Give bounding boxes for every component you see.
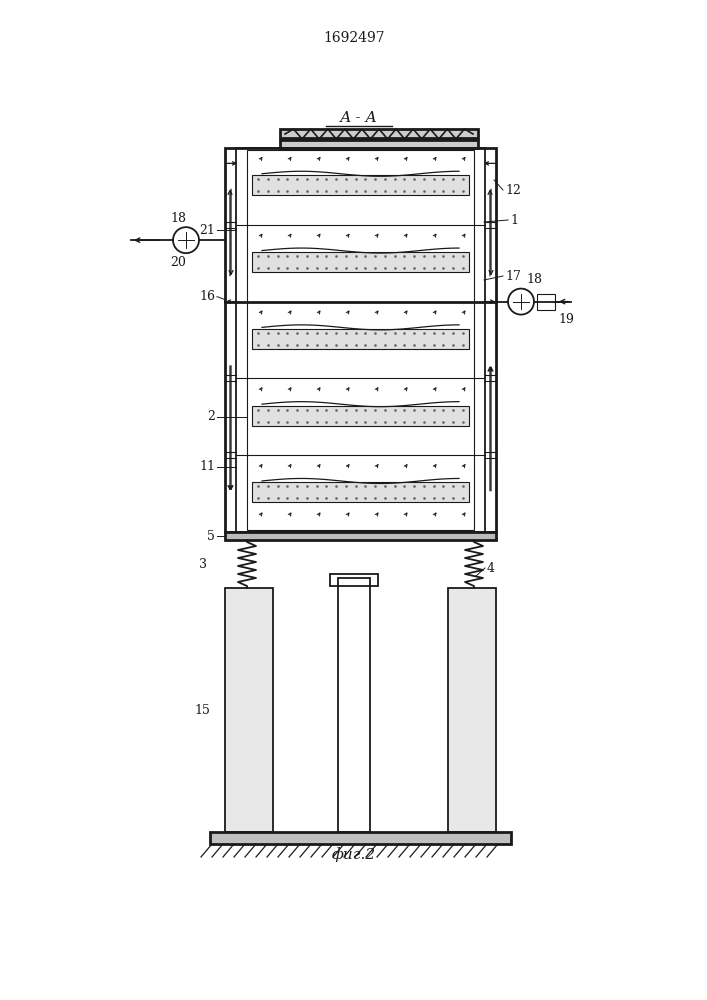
Bar <box>537 294 555 310</box>
Bar <box>252 252 469 272</box>
Bar <box>252 482 469 502</box>
Bar <box>210 832 511 844</box>
Text: 18: 18 <box>170 212 186 225</box>
Text: 5: 5 <box>207 530 215 542</box>
Text: 4: 4 <box>487 562 495 574</box>
Bar <box>236 148 485 532</box>
Bar <box>280 129 478 138</box>
Text: 1: 1 <box>510 214 518 227</box>
Text: 21: 21 <box>199 224 215 236</box>
Bar <box>448 588 496 832</box>
Text: 3: 3 <box>199 558 207 570</box>
Text: 12: 12 <box>505 184 521 196</box>
Text: 17: 17 <box>505 269 521 282</box>
Text: 11: 11 <box>199 460 215 473</box>
Bar <box>330 574 378 586</box>
Bar <box>252 329 469 349</box>
Bar <box>225 588 273 832</box>
Text: 19: 19 <box>558 313 574 326</box>
Text: 2: 2 <box>207 410 215 423</box>
Bar <box>225 148 496 532</box>
Text: 18: 18 <box>526 273 542 286</box>
Bar <box>252 175 469 195</box>
Bar <box>280 140 478 148</box>
Bar <box>225 532 496 540</box>
Bar <box>338 578 370 832</box>
Bar <box>247 150 474 530</box>
Text: А - А: А - А <box>340 111 378 125</box>
Text: 20: 20 <box>170 256 186 269</box>
Text: 1692497: 1692497 <box>323 31 385 45</box>
Bar <box>252 406 469 426</box>
Text: 16: 16 <box>199 290 215 303</box>
Text: фиг.2: фиг.2 <box>332 848 376 862</box>
Text: 15: 15 <box>194 704 210 716</box>
